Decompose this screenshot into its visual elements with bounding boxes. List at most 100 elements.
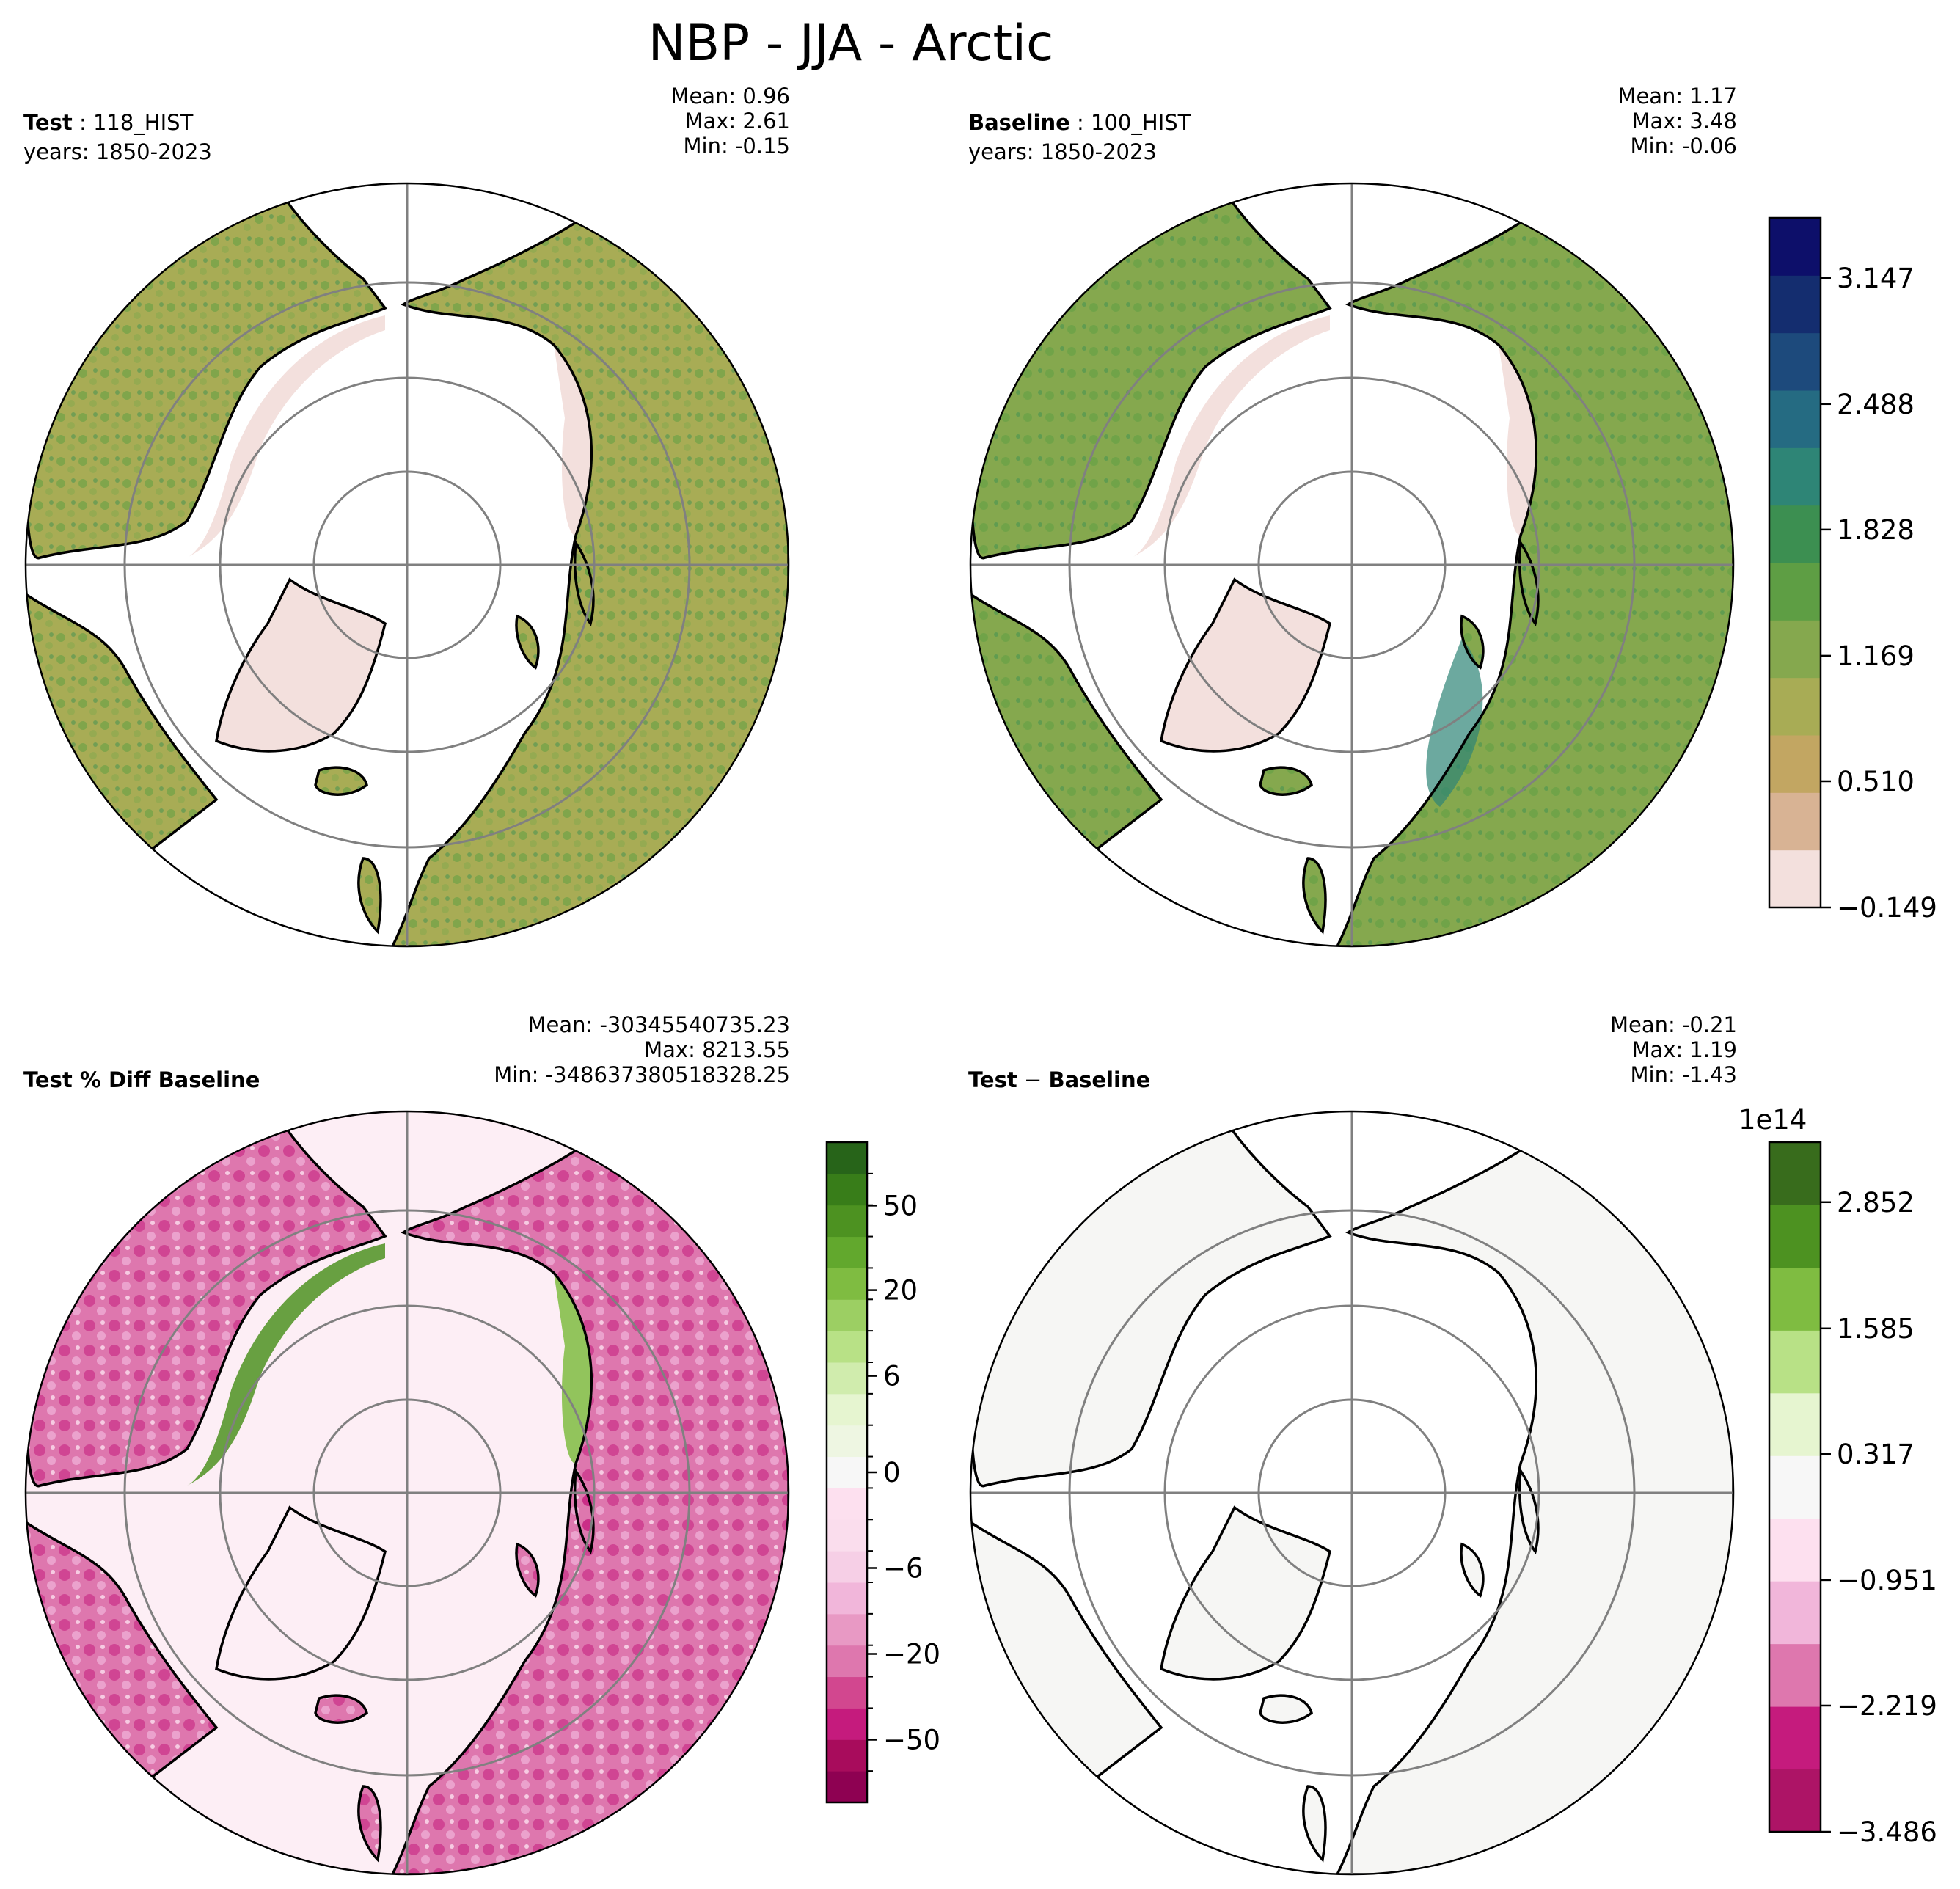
cb-pct-segment xyxy=(827,1739,867,1772)
cb-main-segment xyxy=(1769,792,1821,851)
diff-map-frame xyxy=(969,1110,1735,1876)
cb-diff-tick-label: 0.317 xyxy=(1837,1439,1915,1470)
cb-pct-tick-label: 0 xyxy=(883,1457,901,1488)
cb-diff-segment xyxy=(1769,1205,1821,1268)
pctdiff-mean: Mean: -30345540735.23 xyxy=(527,1012,790,1037)
cb-main-segment xyxy=(1769,735,1821,793)
cb-main-segment xyxy=(1769,505,1821,563)
figure-title: NBP - JJA - Arctic xyxy=(648,15,1054,73)
baseline-graticule xyxy=(970,183,1733,946)
cb-diff-tick-label: 1.585 xyxy=(1837,1313,1915,1345)
cb-diff-tick-label: −3.486 xyxy=(1837,1816,1937,1848)
cb-diff-segment xyxy=(1769,1769,1821,1833)
diff-label-bold: Test xyxy=(968,1067,1017,1092)
pctdiff-map xyxy=(24,1110,790,1876)
baseline-low-band xyxy=(1132,315,1330,558)
cb-pct-tick-label: 6 xyxy=(883,1361,901,1392)
cb-main-segment xyxy=(1769,447,1821,506)
baseline-years: years: 1850-2023 xyxy=(968,139,1157,164)
cb-diff-segment xyxy=(1769,1455,1821,1519)
diff-map xyxy=(969,1110,1735,1876)
test-mean: Mean: 0.96 xyxy=(670,84,790,109)
baseline-siberia-rim xyxy=(1499,345,1537,536)
test-label-sep: : xyxy=(72,110,93,135)
baseline-case-name: 100_HIST xyxy=(1091,110,1191,135)
pctdiff-max: Max: 8213.55 xyxy=(644,1037,790,1062)
cb-diff-segment xyxy=(1769,1706,1821,1770)
diff-max: Max: 1.19 xyxy=(1631,1037,1737,1062)
baseline-label: Baseline : 100_HIST xyxy=(968,110,1191,135)
cb-pct-segment xyxy=(827,1771,867,1803)
baseline-min: Min: -0.06 xyxy=(1630,134,1737,158)
test-greenland xyxy=(216,580,385,751)
pctdiff-green-rim xyxy=(187,1243,385,1486)
test-case-name: 118_HIST xyxy=(92,110,194,135)
cb-main-tick-label: 3.147 xyxy=(1837,263,1915,294)
cb-pct-segment xyxy=(827,1393,867,1426)
diff-stats: Mean: -0.21 Max: 1.19 Min: -1.43 xyxy=(1610,1012,1737,1087)
pctdiff-min: Min: -348637380518328.25 xyxy=(494,1062,790,1087)
baseline-greenland xyxy=(1161,580,1330,751)
cb-pct-segment xyxy=(827,1582,867,1615)
cb-pct-tick-label: −20 xyxy=(883,1639,940,1670)
cb-main-tick-label: 1.169 xyxy=(1837,640,1915,672)
cb-main-segment xyxy=(1769,275,1821,334)
pctdiff-map-frame xyxy=(24,1110,790,1876)
cb-pct-tick-label: 20 xyxy=(883,1275,918,1307)
test-stats: Mean: 0.96 Max: 2.61 Min: -0.15 xyxy=(670,84,790,158)
diff-label-bold2: Baseline xyxy=(1048,1067,1151,1092)
cb-diff-tick-label: −0.951 xyxy=(1837,1565,1937,1596)
cb-pct-segment xyxy=(827,1613,867,1646)
cb-diff-segment xyxy=(1769,1267,1821,1331)
cb-diff-segment xyxy=(1769,1142,1821,1205)
cb-main-tick-label: −0.149 xyxy=(1837,892,1937,924)
cb-main-segment xyxy=(1769,390,1821,448)
diff-mean: Mean: -0.21 xyxy=(1609,1012,1737,1037)
cb-diff-segment xyxy=(1769,1330,1821,1394)
baseline-max: Max: 3.48 xyxy=(1631,109,1737,134)
cb-pct-segment xyxy=(827,1205,867,1238)
baseline-stats: Mean: 1.17 Max: 3.48 Min: -0.06 xyxy=(1617,84,1737,158)
cb-pct-tick-label: −6 xyxy=(883,1553,924,1585)
diff-label-sep: − xyxy=(1017,1067,1049,1092)
cb-pct-segment xyxy=(827,1173,867,1206)
cb-pct-segment xyxy=(827,1331,867,1363)
cb-diff-segment xyxy=(1769,1643,1821,1707)
diff-colorbar-multiplier: 1e14 xyxy=(1738,1104,1807,1136)
cb-main-tick-label: 2.488 xyxy=(1837,389,1915,420)
baseline-label-bold: Baseline xyxy=(968,110,1070,135)
cb-pct-segment xyxy=(827,1299,867,1331)
cb-pct-segment xyxy=(827,1268,867,1300)
test-graticule xyxy=(26,183,789,946)
cb-main-segment xyxy=(1769,563,1821,621)
cb-pct-segment xyxy=(827,1236,867,1268)
pctdiff-stats: Mean: -30345540735.23 Max: 8213.55 Min: … xyxy=(494,1012,790,1087)
cb-pct-segment xyxy=(827,1519,867,1552)
test-max: Max: 2.61 xyxy=(684,109,790,134)
cb-main-tick-label: 1.828 xyxy=(1837,514,1915,546)
pctdiff-label: Test % Diff Baseline xyxy=(23,1067,260,1092)
main-colorbar: 3.147 2.488 1.828 1.169 0.510 −0.149 xyxy=(1768,216,1937,924)
diff-colorbar: 2.852 1.585 0.317 −0.951 −2.219 −3.486 xyxy=(1768,1141,1937,1848)
pct-colorbar: 50 20 6 0 −6 −20 −50 xyxy=(825,1141,940,1804)
cb-diff-tick-label: 2.852 xyxy=(1837,1187,1915,1218)
test-map xyxy=(24,182,790,948)
test-map-frame xyxy=(24,182,790,948)
cb-pct-segment xyxy=(827,1708,867,1740)
baseline-mean: Mean: 1.17 xyxy=(1617,84,1737,109)
cb-main-tick-label: 0.510 xyxy=(1837,766,1915,797)
test-label: Test : 118_HIST xyxy=(23,110,193,135)
test-siberia-rim xyxy=(554,345,592,536)
cb-main-segment xyxy=(1769,620,1821,679)
baseline-map xyxy=(969,182,1735,948)
cb-diff-outline xyxy=(1768,1141,1822,1833)
cb-pct-segment xyxy=(827,1645,867,1678)
test-low-band xyxy=(187,315,385,558)
cb-pct-segment xyxy=(827,1142,867,1174)
cb-pct-tick-label: 50 xyxy=(883,1190,918,1221)
cb-pct-segment xyxy=(827,1425,867,1458)
cb-diff-tick-label: −2.219 xyxy=(1837,1690,1937,1722)
test-label-bold: Test xyxy=(23,110,73,135)
cb-main-segment xyxy=(1769,332,1821,391)
pctdiff-graticule xyxy=(26,1111,789,1874)
